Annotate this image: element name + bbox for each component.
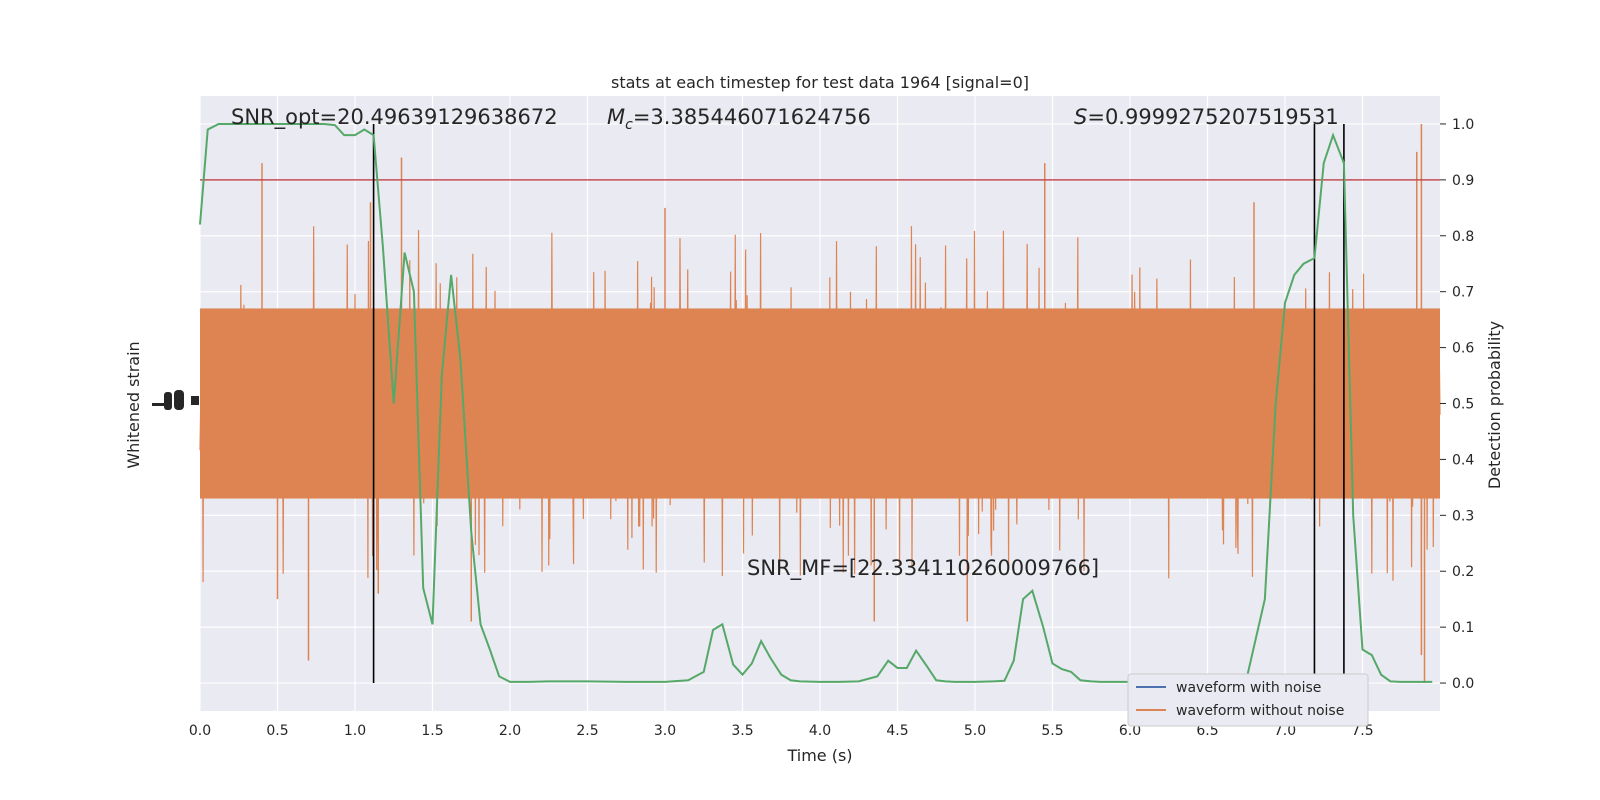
x-tick-label: 1.5	[421, 723, 443, 739]
x-tick-label: 0.0	[189, 723, 211, 739]
vertical-markers	[372, 123, 1345, 684]
legend-label-with-noise: waveform with noise	[1176, 680, 1321, 696]
y-tick-label: 0.2	[1452, 564, 1474, 580]
x-tick-label: 1.0	[344, 723, 366, 739]
x-tick-label: 7.0	[1274, 723, 1296, 739]
x-tick-label: 4.5	[886, 723, 908, 739]
snr-opt-annotation: SNR_opt=20.49639129638672	[231, 105, 558, 130]
x-tick-label: 6.5	[1196, 723, 1218, 739]
y-tick-label: 1.0	[1452, 117, 1474, 133]
x-tick-label: 3.0	[654, 723, 676, 739]
y-tick-label: 0.4	[1452, 452, 1474, 468]
x-axis-label: Time (s)	[786, 746, 852, 765]
x-tick-label: 7.5	[1351, 723, 1373, 739]
x-tick-label: 2.5	[576, 723, 598, 739]
y-tick-label: 0.0	[1452, 676, 1474, 692]
y-tick-label: 0.9	[1452, 173, 1474, 189]
x-tick-label: 5.0	[964, 723, 986, 739]
legend-label-without-noise: waveform without noise	[1176, 703, 1344, 719]
x-tick-label: 6.0	[1119, 723, 1141, 739]
s-annotation: S=0.9999275207519531	[1074, 105, 1339, 129]
right-axis-label: Detection probability	[1485, 321, 1504, 489]
legend-box	[1127, 673, 1369, 727]
chirp-mass-annotation: Mc=3.385446071624756	[607, 105, 871, 133]
snr-mf-annotation: SNR_MF=[22.334110260009766]	[747, 556, 1099, 581]
y-tick-label: 0.3	[1452, 508, 1474, 524]
x-axis-ticks: 0.0 0.5 1.0 1.5 2.0 2.5 3.0 3.5 4.0 4.5 5.0 5.5 6.0 6…	[189, 723, 1374, 739]
legend: waveform with noise waveform without noi…	[1127, 673, 1369, 727]
waveform-without-noise-line	[199, 226, 1441, 583]
y-tick-label: 0.8	[1452, 229, 1474, 245]
y-tick-label: 0.1	[1452, 620, 1474, 636]
y-tick-label: 0.5	[1452, 397, 1474, 413]
x-tick-label: 5.5	[1041, 723, 1063, 739]
x-tick-label: 0.5	[266, 723, 288, 739]
chart-title: stats at each timestep for test data 196…	[611, 73, 1029, 92]
waveform-without-noise-series	[199, 123, 1441, 684]
x-tick-label: 2.0	[499, 723, 521, 739]
detection-probability-series	[199, 122, 1433, 683]
x-tick-label: 3.5	[731, 723, 753, 739]
left-axis-overlap-marks	[152, 390, 199, 410]
y-tick-label: 0.7	[1452, 285, 1474, 301]
detection-probability-line	[199, 122, 1433, 683]
right-axis-ticks: 0.0 0.1 0.2 0.3 0.4 0.5 0.6 0.7 0.8 0.9 1.0	[1440, 117, 1474, 692]
left-axis-label: Whitened strain	[124, 341, 143, 468]
x-tick-label: 4.0	[809, 723, 831, 739]
y-tick-label: 0.6	[1452, 341, 1474, 357]
